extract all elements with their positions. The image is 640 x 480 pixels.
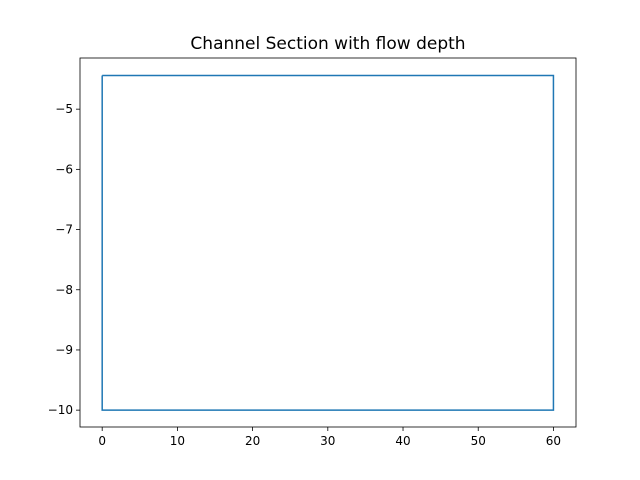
x-tick-label-6: 60 [546, 434, 561, 448]
x-tick-label-5: 50 [471, 434, 486, 448]
x-tick-label-2: 20 [245, 434, 260, 448]
x-tick-label-1: 10 [170, 434, 185, 448]
chart-title: Channel Section with flow depth [190, 34, 465, 54]
plot-area [101, 74, 555, 411]
x-tick-label-4: 40 [395, 434, 410, 448]
axes-frame [79, 57, 577, 428]
series-line-0 [101, 74, 555, 411]
y-tick-label-0: −10 [48, 403, 73, 417]
y-tick-label-1: −9 [55, 343, 73, 357]
x-tick-label-0: 0 [98, 434, 106, 448]
y-tick-label-3: −7 [55, 223, 73, 237]
y-tick-label-4: −6 [55, 162, 73, 176]
y-tick-label-5: −5 [55, 102, 73, 116]
x-tick-label-3: 30 [320, 434, 335, 448]
y-tick-label-2: −8 [55, 283, 73, 297]
axes: 0 10 20 30 40 50 60 −10 −9 −8 −7 −6 −5 [48, 57, 577, 448]
